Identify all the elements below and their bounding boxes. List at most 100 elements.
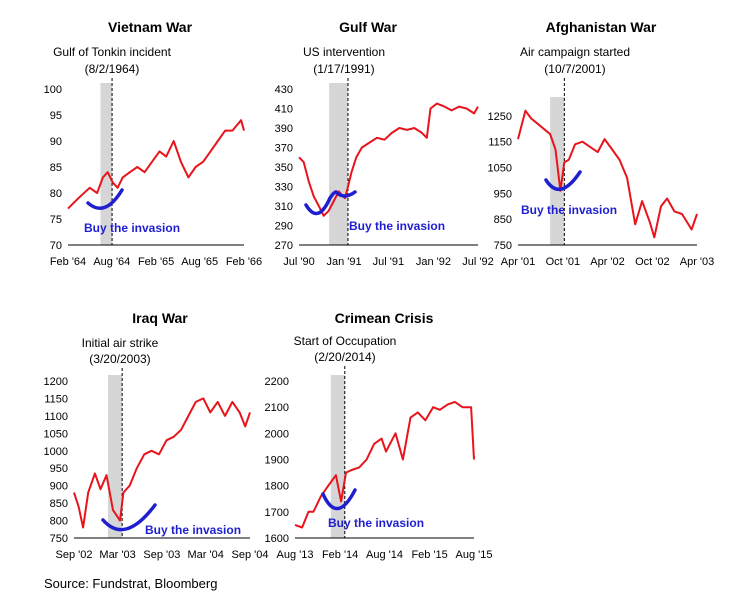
- y-tick-label: 95: [50, 110, 62, 122]
- x-tick-label: Jan '92: [416, 256, 451, 268]
- annotation-label: Buy the invasion: [349, 219, 445, 233]
- y-tick-label: 350: [275, 162, 293, 174]
- y-tick-label: 2000: [265, 428, 289, 440]
- annotation-label: Buy the invasion: [328, 516, 424, 530]
- event-date-label: (1/17/1991): [313, 62, 374, 76]
- x-tick-label: Feb '14: [322, 549, 358, 561]
- chart-panel-3: Afghanistan War Air campaign started (10/7…: [488, 19, 715, 268]
- series-line: [517, 109, 698, 239]
- x-tick-label: Sep '02: [56, 549, 93, 561]
- x-tick-label: Oct '01: [546, 256, 581, 268]
- y-tick-label: 950: [494, 188, 512, 200]
- y-tick-label: 80: [50, 188, 62, 200]
- event-label: Initial air strike: [82, 336, 159, 350]
- x-tick-label: Oct '02: [635, 256, 670, 268]
- buy-smile-annotation: [86, 188, 124, 210]
- series-line: [294, 400, 475, 529]
- y-tick-label: 750: [494, 240, 512, 252]
- y-tick-label: 430: [275, 84, 293, 96]
- chart-title: Afghanistan War: [546, 19, 657, 35]
- x-tick-label: Jul '91: [373, 256, 404, 268]
- chart-title: Vietnam War: [108, 19, 193, 35]
- x-tick-label: Apr '03: [680, 256, 715, 268]
- event-label: Start of Occupation: [294, 334, 397, 348]
- x-tick-label: Mar '03: [99, 549, 135, 561]
- y-tick-label: 1800: [265, 481, 289, 493]
- y-tick-label: 1600: [265, 533, 289, 545]
- series-line: [298, 102, 479, 217]
- y-tick-label: 100: [44, 84, 62, 96]
- event-date-label: (3/20/2003): [89, 352, 150, 366]
- event-shade: [329, 83, 348, 245]
- buy-smile-annotation: [544, 170, 582, 191]
- y-tick-label: 75: [50, 214, 62, 226]
- source-note: Source: Fundstrat, Bloomberg: [44, 576, 218, 591]
- x-tick-label: Sep '03: [143, 549, 180, 561]
- y-tick-label: 290: [275, 221, 293, 233]
- x-tick-label: Mar '04: [188, 549, 224, 561]
- y-tick-label: 1100: [44, 411, 68, 423]
- x-tick-label: Feb '66: [226, 256, 262, 268]
- series-line: [73, 397, 251, 529]
- y-tick-label: 70: [50, 240, 62, 252]
- series-line: [67, 119, 245, 210]
- event-date-label: (2/20/2014): [314, 350, 375, 364]
- y-tick-label: 390: [275, 123, 293, 135]
- event-date-label: (10/7/2001): [544, 62, 605, 76]
- y-tick-label: 310: [275, 201, 293, 213]
- x-tick-label: Aug '15: [456, 549, 493, 561]
- event-shade: [100, 83, 113, 245]
- chart-panel-4: Iraq War Initial air strike (3/20/2003) 750…: [44, 310, 269, 561]
- x-tick-label: Feb '15: [411, 549, 447, 561]
- chart-panel-1: Vietnam War Gulf of Tonkin incident (8/2/1…: [44, 19, 263, 268]
- chart-panel-5: Crimean Crisis Start of Occupation (2/20/2…: [265, 310, 493, 561]
- x-tick-label: Feb '65: [138, 256, 174, 268]
- event-label: US intervention: [303, 45, 385, 59]
- x-tick-label: Aug '64: [93, 256, 130, 268]
- event-date-label: (8/2/1964): [85, 62, 140, 76]
- x-tick-label: Sep '04: [232, 549, 269, 561]
- event-label: Air campaign started: [520, 45, 630, 59]
- x-tick-label: Apr '02: [590, 256, 625, 268]
- y-tick-label: 850: [494, 214, 512, 226]
- y-tick-label: 1200: [44, 376, 68, 388]
- annotation-label: Buy the invasion: [521, 203, 617, 217]
- x-tick-label: Aug '13: [277, 549, 314, 561]
- annotation-label: Buy the invasion: [84, 221, 180, 235]
- y-tick-label: 1050: [44, 428, 68, 440]
- y-tick-label: 410: [275, 104, 293, 116]
- y-tick-label: 370: [275, 143, 293, 155]
- chart-panel-2: Gulf War US intervention (1/17/1991) 270 290…: [275, 19, 494, 268]
- event-shade: [330, 375, 345, 538]
- y-tick-label: 2200: [265, 376, 289, 388]
- y-tick-label: 1050: [488, 163, 512, 175]
- buy-smile-annotation: [101, 503, 157, 532]
- y-tick-label: 750: [50, 533, 68, 545]
- buy-smile-annotation: [304, 190, 357, 216]
- x-tick-label: Aug '65: [181, 256, 218, 268]
- x-tick-label: Jul '90: [283, 256, 314, 268]
- annotation-label: Buy the invasion: [145, 523, 241, 537]
- x-tick-label: Feb '64: [50, 256, 86, 268]
- chart-title: Gulf War: [339, 19, 397, 35]
- x-tick-label: Aug '14: [366, 549, 403, 561]
- buy-smile-annotation: [321, 488, 357, 511]
- x-tick-label: Jul '92: [462, 256, 493, 268]
- y-tick-label: 1250: [488, 111, 512, 123]
- y-tick-label: 85: [50, 162, 62, 174]
- y-tick-label: 1700: [265, 507, 289, 519]
- y-tick-label: 90: [50, 136, 62, 148]
- y-tick-label: 1900: [265, 455, 289, 467]
- y-tick-label: 950: [50, 463, 68, 475]
- chart-title: Iraq War: [132, 310, 188, 326]
- x-tick-label: Apr '01: [501, 256, 536, 268]
- chart-title: Crimean Crisis: [335, 310, 434, 326]
- y-tick-label: 330: [275, 182, 293, 194]
- y-tick-label: 1150: [488, 137, 512, 149]
- y-tick-label: 800: [50, 516, 68, 528]
- x-tick-label: Jan '91: [326, 256, 361, 268]
- y-tick-label: 1000: [44, 446, 68, 458]
- y-tick-label: 1150: [44, 393, 68, 405]
- y-tick-label: 850: [50, 498, 68, 510]
